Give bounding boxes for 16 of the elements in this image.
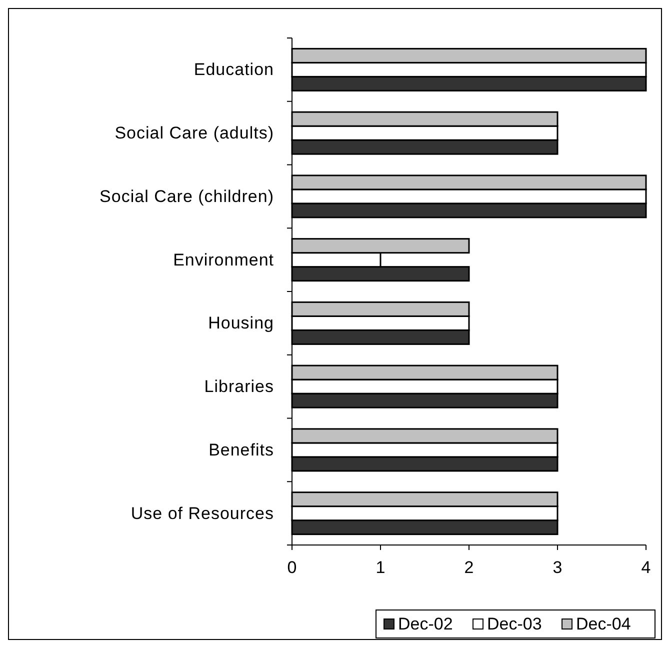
x-tick-label: 0 xyxy=(287,558,297,577)
x-tick-label: 3 xyxy=(552,558,562,577)
legend-label: Dec-04 xyxy=(576,614,631,634)
y-tick-label: Use of Resources xyxy=(130,504,274,523)
y-tick-label: Benefits xyxy=(208,440,274,460)
x-tick-label: 4 xyxy=(641,558,651,577)
legend-label: Dec-03 xyxy=(487,614,542,634)
legend-label: Dec-02 xyxy=(398,614,453,634)
y-tick-label: Environment xyxy=(173,250,274,270)
y-tick-label: Libraries xyxy=(204,377,274,396)
y-tick-label: Housing xyxy=(208,314,274,333)
x-tick-label: 1 xyxy=(376,558,386,577)
y-tick-label: Social Care (children) xyxy=(100,186,274,206)
x-tick-label: 2 xyxy=(464,558,474,577)
y-tick-label: Social Care (adults) xyxy=(114,124,274,143)
y-tick-label: Education xyxy=(194,60,274,80)
